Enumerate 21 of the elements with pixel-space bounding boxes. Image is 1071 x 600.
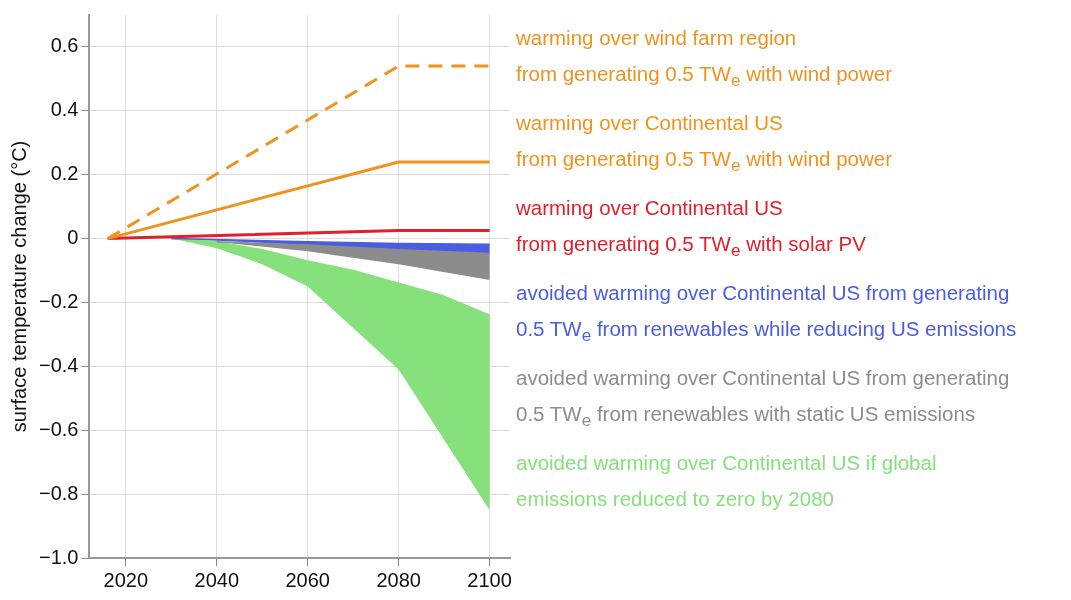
- y-tick-label: −1.0: [39, 545, 79, 568]
- y-tick-label: −0.4: [39, 353, 79, 376]
- x-tick-label: 2020: [103, 568, 149, 591]
- x-tick-label: 2080: [376, 568, 421, 591]
- series-label: warming over Continental US from generating 0.5 TW$_{e}$ with wind power: [516, 110, 894, 178]
- series-label: warming over Continental US from generating 0.5 TW$_{e}$ with solar PV: [516, 195, 867, 263]
- y-tick-label: 0: [67, 226, 79, 249]
- y-tick-label: 0.2: [50, 162, 79, 185]
- x-tick-label: 2100: [467, 568, 512, 591]
- y-tick-label: −0.6: [39, 417, 79, 440]
- y-tick-label: −0.8: [39, 481, 79, 504]
- y-axis-title: surface temperature change (°C): [7, 140, 30, 433]
- y-tick-label: 0.6: [50, 34, 79, 57]
- series-label: warming over wind farm region from generating 0.5 TW$_{e}$ with wind power: [516, 25, 894, 93]
- text: avoided warming over Continental US if global emissions reduced to zero by 2080: [516, 450, 938, 513]
- x-tick-label: 2060: [285, 568, 330, 591]
- y-tick-label: 0.4: [50, 98, 79, 121]
- text: avoided warming over Continental US from generating 0.5 TW$_{e}$ from renewables with static US emissions: [516, 365, 1011, 433]
- text: avoided warming over Continental US from generating 0.5 TW$_{e}$ from renewables while reducing US emissions: [516, 280, 1018, 348]
- y-tick-label: −0.2: [39, 289, 79, 312]
- x-tick-label: 2040: [194, 568, 240, 591]
